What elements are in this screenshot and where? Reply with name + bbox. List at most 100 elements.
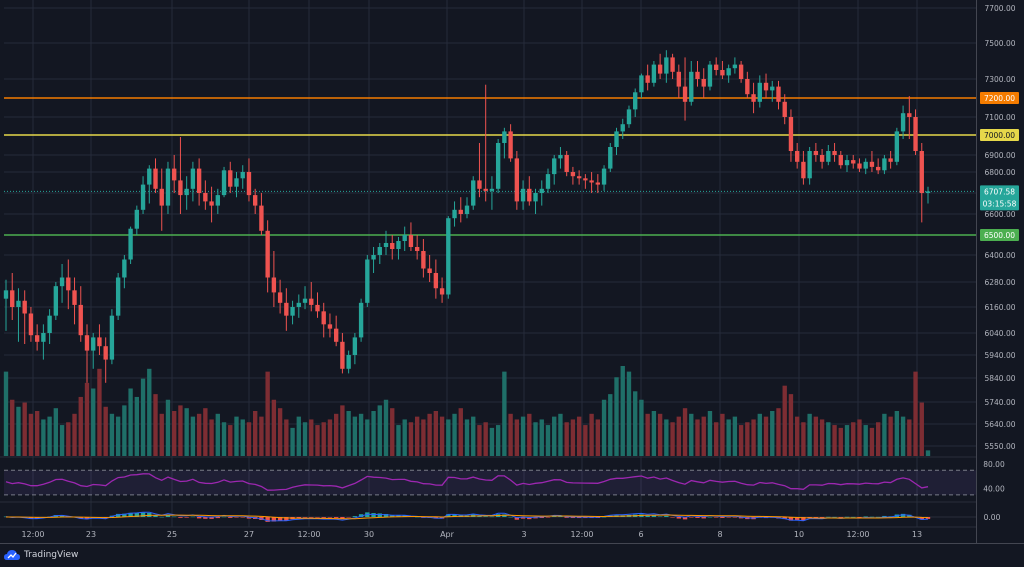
candle-body (695, 71, 700, 79)
volume-bar (919, 402, 924, 456)
volume-bar (732, 416, 738, 456)
volume-bar (863, 425, 868, 456)
macd-histogram-bar (134, 512, 140, 517)
volume-bar (801, 422, 806, 456)
macd-histogram-bar (576, 517, 582, 519)
candle-body (925, 191, 931, 193)
macd-histogram-bar (315, 517, 320, 518)
volume-bar (819, 419, 825, 456)
candle-body (352, 337, 358, 355)
macd-histogram-bar (215, 517, 220, 519)
candle-body (371, 255, 376, 260)
candle-body (452, 209, 457, 219)
macd-histogram-bar (390, 515, 395, 517)
volume-bar (576, 416, 582, 456)
volume-bar (34, 411, 40, 456)
macd-histogram-bar (159, 516, 164, 518)
macd-histogram-bar (682, 517, 688, 520)
macd-histogram-bar (277, 517, 283, 521)
volume-bar (128, 388, 133, 456)
macd-histogram-bar (59, 514, 65, 517)
macd-histogram-bar (84, 517, 90, 520)
macd-histogram-bar (483, 516, 488, 517)
volume-bar (483, 422, 488, 456)
volume-bar (446, 419, 451, 456)
candle-body (514, 158, 520, 202)
macd-histogram-bar (844, 516, 850, 518)
volume-bar (601, 399, 607, 456)
volume-bar (552, 416, 557, 456)
macd-histogram-bar (888, 516, 893, 517)
macd-histogram-bar (209, 517, 214, 519)
candle-body (913, 117, 918, 151)
candle-body (91, 337, 96, 351)
volume-bar (633, 391, 638, 456)
candle-body (838, 155, 843, 166)
candle-body (253, 195, 258, 206)
candle-body (689, 71, 694, 102)
candle-body (128, 228, 133, 260)
price-tick-label: 7100.00 (984, 113, 1015, 122)
candle-body (358, 302, 364, 338)
candle-body (583, 178, 588, 181)
macd-histogram-bar (371, 513, 376, 517)
candle-body (178, 180, 183, 196)
macd-histogram-bar (533, 517, 538, 519)
candle-body (851, 160, 856, 164)
macd-histogram-bar (309, 517, 314, 518)
candle-body (570, 172, 576, 177)
candle-body (707, 64, 713, 87)
macd-histogram-bar (340, 517, 345, 519)
candle-body (271, 277, 277, 293)
time-tick-label: 12:00 (570, 530, 593, 539)
candle-body (103, 346, 108, 360)
volume-bar (695, 419, 700, 456)
candle-body (520, 188, 526, 202)
candle-body (115, 277, 121, 316)
macd-histogram-bar (140, 512, 146, 517)
price-tick-label: 6040.00 (984, 329, 1015, 338)
candle-body (172, 168, 177, 181)
volume-bar (159, 413, 164, 456)
macd-histogram-bar (240, 517, 245, 518)
tradingview-logo[interactable]: TradingView (4, 547, 78, 563)
macd-histogram-bar (900, 513, 906, 517)
time-tick-label: 27 (244, 530, 254, 539)
macd-histogram-bar (377, 513, 382, 517)
volume-bar (408, 422, 414, 456)
macd-histogram-bar (707, 516, 713, 518)
candle-body (159, 188, 164, 206)
candle-body (84, 335, 90, 351)
candle-body (78, 304, 83, 336)
candle-body (3, 290, 9, 299)
macd-histogram-bar (601, 516, 607, 518)
volume-bar (259, 416, 264, 456)
brand-name: TradingView (24, 550, 79, 560)
candle-body (333, 328, 339, 342)
volume-bar (851, 422, 856, 456)
volume-bar (365, 419, 370, 456)
candle-body (726, 68, 731, 76)
candle-body (327, 324, 333, 329)
volume-bar (28, 413, 34, 456)
volume-bar (265, 371, 270, 456)
candle-body (807, 151, 812, 179)
volume-bar (66, 422, 71, 456)
candle-body (782, 101, 787, 117)
macd-histogram-bar (383, 513, 389, 517)
macd-histogram-bar (689, 517, 694, 518)
volume-bar (689, 413, 694, 456)
volume-bar (53, 408, 59, 456)
macd-histogram-bar (284, 517, 289, 521)
candle-body (234, 178, 239, 187)
volume-bar (10, 399, 15, 456)
volume-bar (495, 425, 501, 456)
candle-body (770, 86, 775, 91)
rsi-panel (4, 469, 976, 496)
macd-histogram-bar (863, 516, 868, 517)
macd-histogram-bar (882, 515, 887, 517)
price-tick-label: 6800.00 (984, 168, 1015, 177)
candle-body (346, 355, 351, 369)
volume-bar (296, 416, 301, 456)
